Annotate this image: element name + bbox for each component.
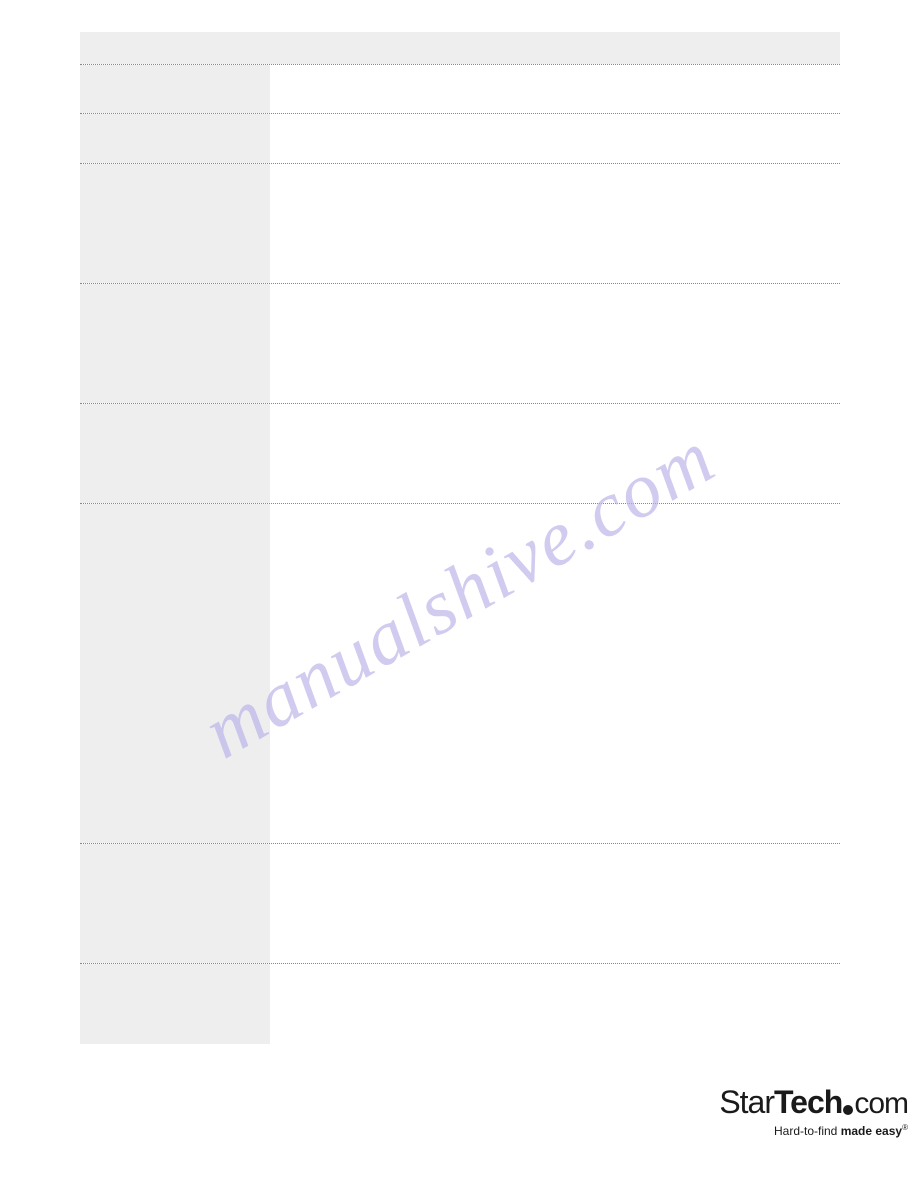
logo-wordmark: StarTechcom	[719, 1084, 908, 1121]
table-row	[80, 404, 840, 504]
tagline-mark: ®	[902, 1123, 908, 1132]
table-row	[80, 164, 840, 284]
row-value-cell	[270, 114, 840, 163]
row-label-cell	[80, 164, 270, 283]
logo-part-star: Star	[719, 1084, 774, 1121]
brand-logo: StarTechcom Hard-to-find made easy®	[719, 1084, 908, 1138]
row-value-cell	[270, 404, 840, 503]
table-row	[80, 504, 840, 844]
row-label-cell	[80, 844, 270, 963]
row-label-cell	[80, 114, 270, 163]
tagline-bold-text: made easy	[841, 1124, 902, 1138]
table-row	[80, 64, 840, 114]
table-row	[80, 114, 840, 164]
logo-dot-icon	[843, 1105, 853, 1115]
logo-part-com: com	[854, 1087, 908, 1121]
row-label-cell	[80, 284, 270, 403]
row-value-cell	[270, 65, 840, 113]
row-value-cell	[270, 504, 840, 843]
row-value-cell	[270, 964, 840, 1044]
table-row	[80, 844, 840, 964]
row-value-cell	[270, 164, 840, 283]
tagline-light-text: Hard-to-find	[774, 1124, 841, 1138]
table-row	[80, 284, 840, 404]
logo-part-tech: Tech	[774, 1084, 842, 1121]
row-label-cell	[80, 404, 270, 503]
table-header-bar	[80, 32, 840, 64]
table-row	[80, 964, 840, 1044]
row-value-cell	[270, 844, 840, 963]
row-value-cell	[270, 284, 840, 403]
row-label-cell	[80, 964, 270, 1044]
spec-table	[80, 32, 840, 1044]
row-label-cell	[80, 504, 270, 843]
row-label-cell	[80, 65, 270, 113]
logo-tagline: Hard-to-find made easy®	[719, 1123, 908, 1138]
